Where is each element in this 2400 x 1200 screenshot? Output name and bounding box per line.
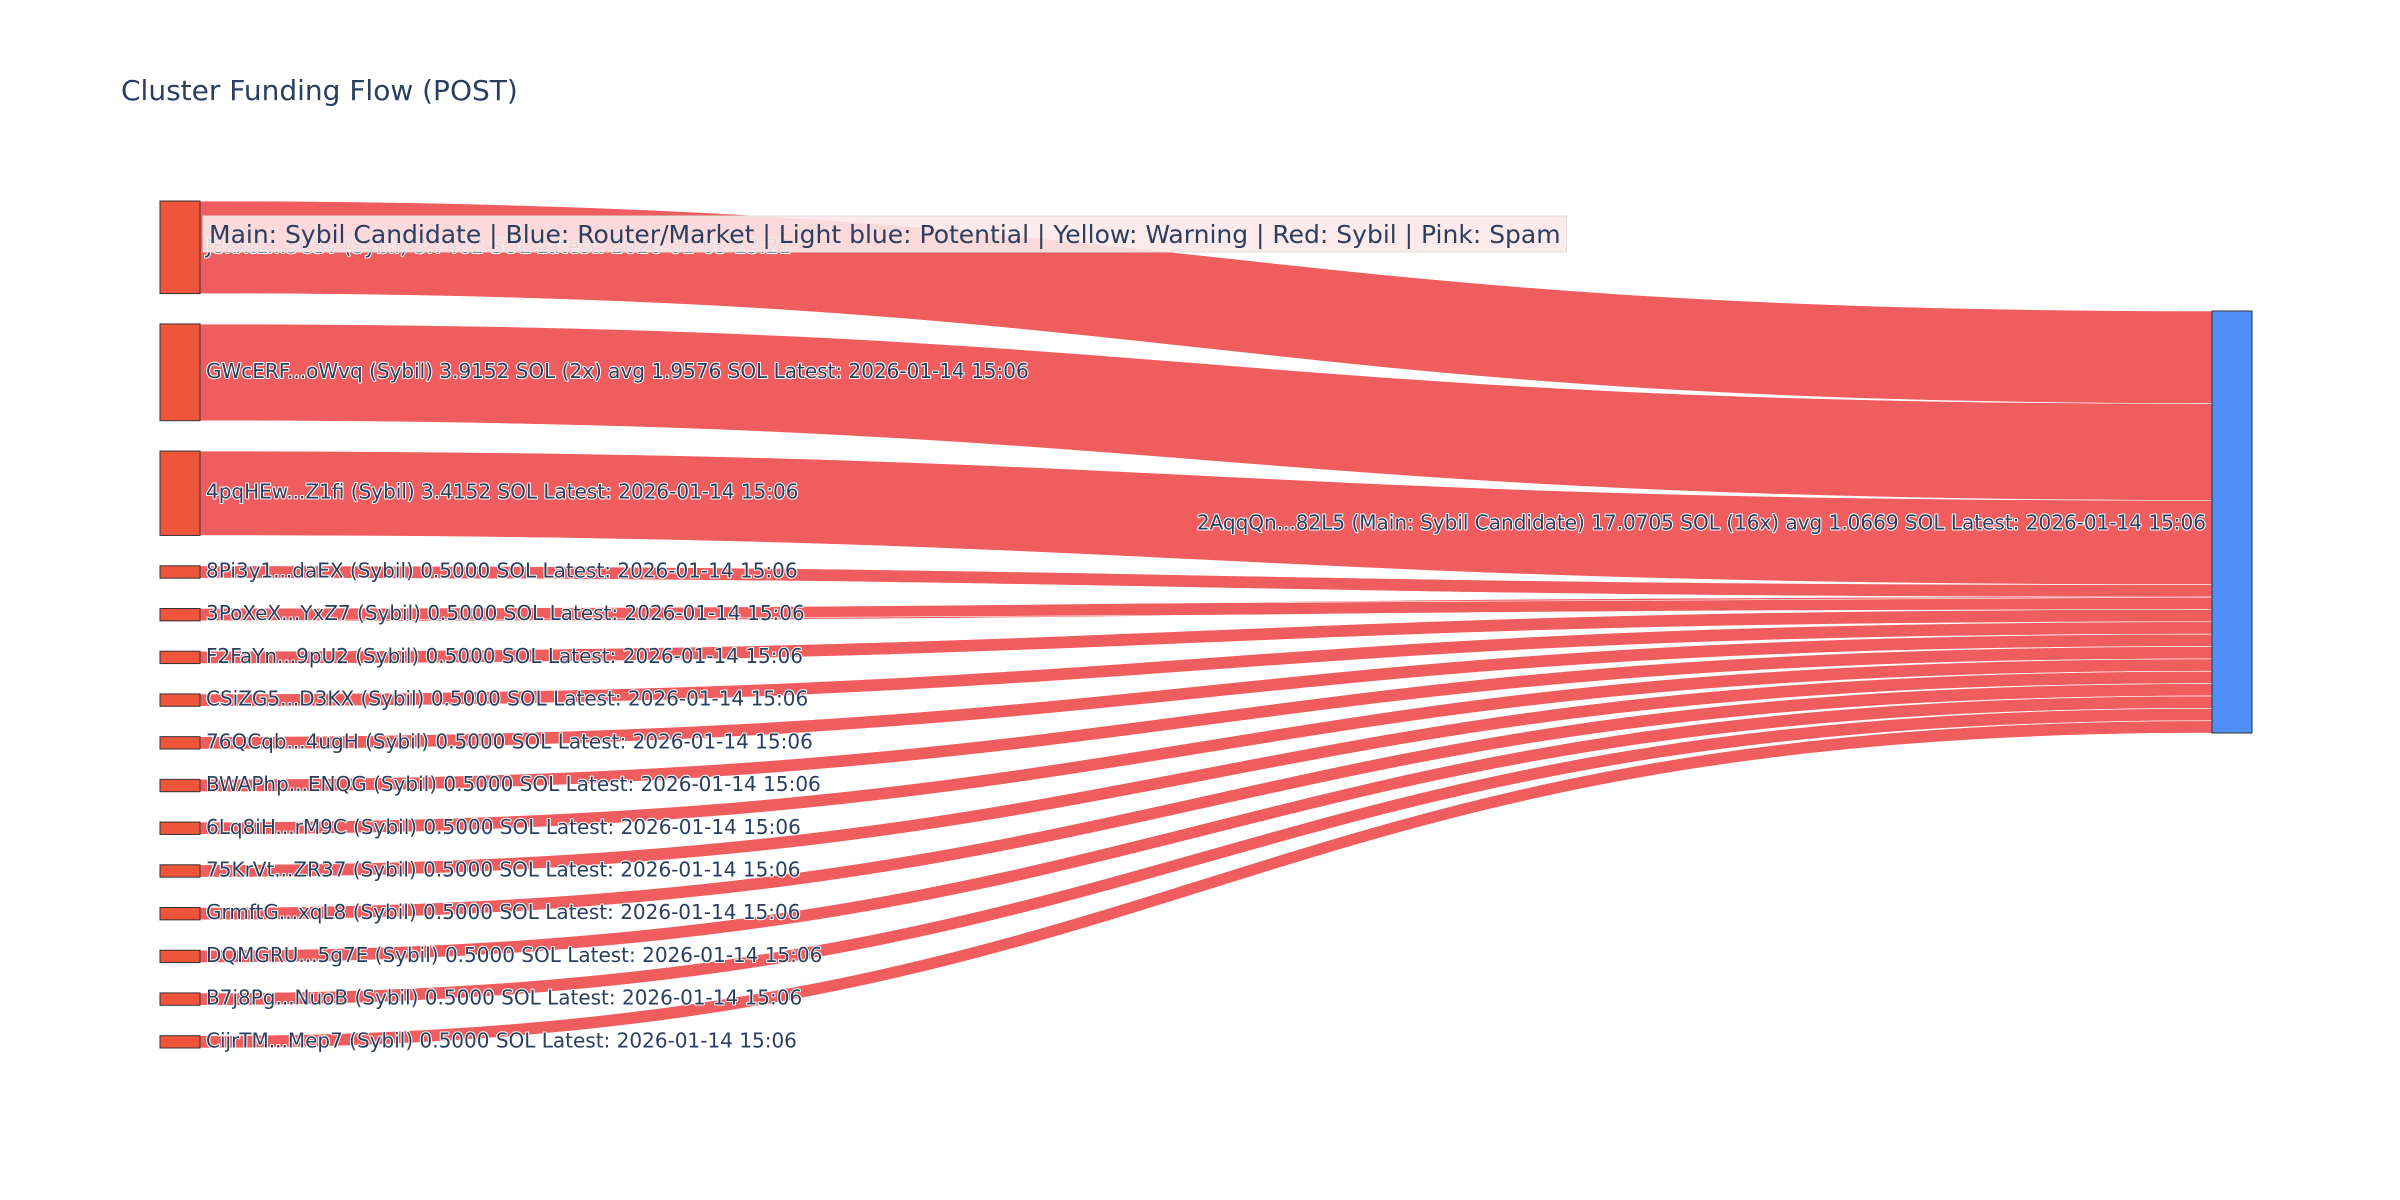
source-label-11: 75KrVt...ZR37 (Sybil) 0.5000 SOL Latest:… xyxy=(206,857,801,881)
source-label-12: GrmftG...xqL8 (Sybil) 0.5000 SOL Latest:… xyxy=(206,900,800,924)
source-label-3: 4pqHEw...Z1fi (Sybil) 3.4152 SOL Latest:… xyxy=(206,480,798,504)
source-node-13 xyxy=(159,949,201,964)
source-node-7 xyxy=(159,693,201,707)
source-node-10 xyxy=(159,821,201,835)
legend-text: Main: Sybil Candidate | Blue: Router/Mar… xyxy=(209,220,1561,249)
source-label-7: CSiZG5...D3KX (Sybil) 0.5000 SOL Latest:… xyxy=(206,687,808,711)
source-node-11 xyxy=(159,864,201,878)
source-node-4 xyxy=(159,565,201,579)
source-node-14 xyxy=(159,992,201,1006)
target-node xyxy=(2211,310,2253,734)
links-group xyxy=(199,200,2213,1049)
labels-group: J8kxtL...5CSv (Sybil) 3.7462 SOL Latest:… xyxy=(203,233,2207,1054)
source-label-8: 76QCqb...4ugH (Sybil) 0.5000 SOL Latest:… xyxy=(206,729,813,753)
legend-background xyxy=(202,215,1568,253)
source-node-3 xyxy=(159,450,201,536)
source-node-12 xyxy=(159,907,201,921)
source-label-5: 3PoXeX...YxZ7 (Sybil) 0.5000 SOL Latest:… xyxy=(206,601,805,625)
source-label-6: F2FaYn...9pU2 (Sybil) 0.5000 SOL Latest:… xyxy=(206,644,803,668)
source-node-6 xyxy=(159,650,201,665)
source-label-15: CijrTM...Mep7 (Sybil) 0.5000 SOL Latest:… xyxy=(206,1028,797,1052)
legend-annotation: Main: Sybil Candidate | Blue: Router/Mar… xyxy=(202,215,1568,253)
source-node-15 xyxy=(159,1035,201,1049)
source-label-13: DQMGRU...5g7E (Sybil) 0.5000 SOL Latest:… xyxy=(206,943,822,967)
source-node-8 xyxy=(159,736,201,750)
source-label-14: B7j8Pg...NuoB (Sybil) 0.5000 SOL Latest:… xyxy=(206,986,802,1010)
source-node-1 xyxy=(159,200,201,295)
source-label-10: 6Lq8iH...rM9C (Sybil) 0.5000 SOL Latest:… xyxy=(206,815,801,839)
source-node-2 xyxy=(159,323,201,422)
source-label-4: 8Pi3y1...daEX (Sybil) 0.5000 SOL Latest:… xyxy=(206,558,798,582)
source-label-2: GWcERF...oWvq (Sybil) 3.9152 SOL (2x) av… xyxy=(206,359,1029,383)
chart-title: Cluster Funding Flow (POST) xyxy=(121,74,518,107)
target-label: 2AqqQn...82L5 (Main: Sybil Candidate) 17… xyxy=(1197,511,2206,535)
source-label-9: BWAPhp...ENQG (Sybil) 0.5000 SOL Latest:… xyxy=(206,772,821,796)
source-node-9 xyxy=(159,778,201,793)
nodes-group xyxy=(159,200,2253,1049)
source-node-5 xyxy=(159,608,201,622)
